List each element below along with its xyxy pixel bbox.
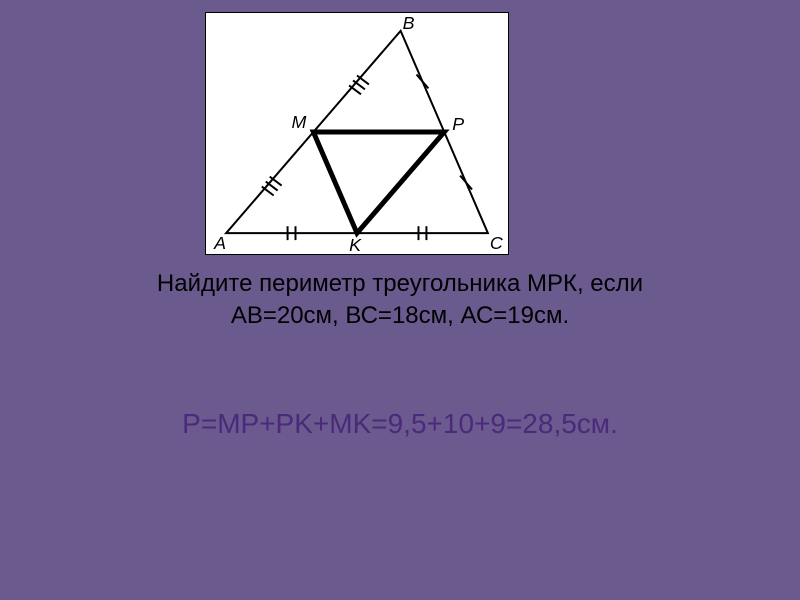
label-P: P <box>452 114 464 134</box>
ticks-PC <box>460 176 472 190</box>
figure-box: A B C M P K <box>205 12 509 255</box>
problem-text: Найдите периметр треугольника МРК, если … <box>90 268 710 333</box>
label-M: M <box>292 112 307 132</box>
triangle-diagram: A B C M P K <box>206 13 508 254</box>
problem-line1: Найдите периметр треугольника МРК, если <box>157 270 643 297</box>
label-A: A <box>213 233 226 253</box>
slide: A B C M P K Найдите периметр треугольник… <box>0 0 800 600</box>
ticks-BP <box>417 74 429 88</box>
label-K: K <box>349 235 362 254</box>
answer: P=MP+PK+MK=9,5+10+9=28,5см. <box>182 408 618 439</box>
problem-line2: АВ=20см, ВС=18см, АС=19см. <box>231 302 569 329</box>
label-C: C <box>490 233 503 253</box>
label-B: B <box>403 13 415 33</box>
inner-triangle <box>313 132 444 233</box>
answer-text: P=MP+PK+MK=9,5+10+9=28,5см. <box>90 405 710 443</box>
